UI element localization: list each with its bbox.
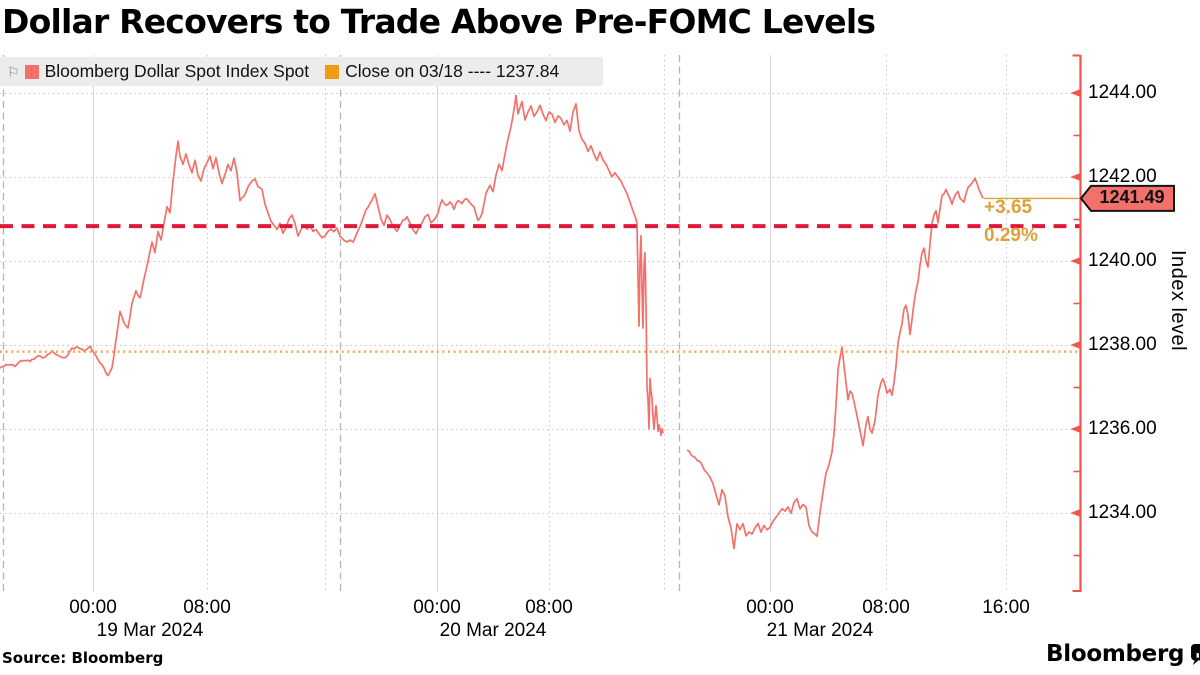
close-swatch-icon	[325, 64, 340, 79]
last-price-tag: 1241.49	[1099, 187, 1165, 207]
date-label: 19 Mar 2024	[96, 620, 204, 641]
date-label: 21 Mar 2024	[766, 620, 874, 641]
y-tick-label: 1244.00	[1088, 82, 1157, 103]
x-tick-label: 00:00	[69, 597, 117, 618]
y-tick-label: 1242.00	[1088, 166, 1157, 187]
legend-series-label: Bloomberg Dollar Spot Index Spot	[44, 61, 310, 81]
series-swatch-icon	[24, 64, 39, 79]
x-tick-label: 08:00	[183, 597, 231, 618]
x-tick-label: 08:00	[525, 597, 573, 618]
change-value: +3.65	[984, 197, 1033, 218]
y-major-tick	[1070, 341, 1081, 349]
y-tick-label: 1238.00	[1088, 334, 1157, 355]
annotation-pin-icon: ⚐	[7, 63, 20, 80]
y-major-tick	[1070, 257, 1081, 265]
y-tick-label: 1234.00	[1088, 502, 1157, 523]
x-tick-label: 16:00	[982, 597, 1030, 618]
last-price-flag	[1079, 184, 1175, 212]
price-line	[0, 94, 664, 437]
y-axis-title: Index level	[1167, 250, 1189, 352]
y-tick-label: 1236.00	[1088, 418, 1157, 439]
y-major-tick	[1070, 425, 1081, 433]
bloomberg-mark-icon	[1191, 643, 1200, 665]
y-major-tick	[1070, 89, 1081, 97]
bloomberg-logo: Bloomberg	[1046, 641, 1200, 667]
price-line	[686, 177, 984, 550]
x-tick-label: 00:00	[746, 597, 794, 618]
y-major-tick	[1070, 173, 1081, 181]
bloomberg-logo-text: Bloomberg	[1046, 641, 1185, 667]
y-tick-label: 1240.00	[1088, 250, 1157, 271]
y-major-tick	[1070, 509, 1081, 517]
source-note: Source: Bloomberg	[2, 649, 164, 667]
date-label: 20 Mar 2024	[439, 620, 547, 641]
change-percent: 0.29%	[984, 225, 1038, 246]
x-tick-label: 00:00	[413, 597, 461, 618]
x-tick-label: 08:00	[862, 597, 910, 618]
legend-close-label: Close on 03/18 ---- 1237.84	[345, 61, 560, 81]
legend: ⚐ Bloomberg Dollar Spot Index Spot Close…	[0, 57, 603, 86]
page-title: Dollar Recovers to Trade Above Pre-FOMC …	[2, 2, 876, 41]
